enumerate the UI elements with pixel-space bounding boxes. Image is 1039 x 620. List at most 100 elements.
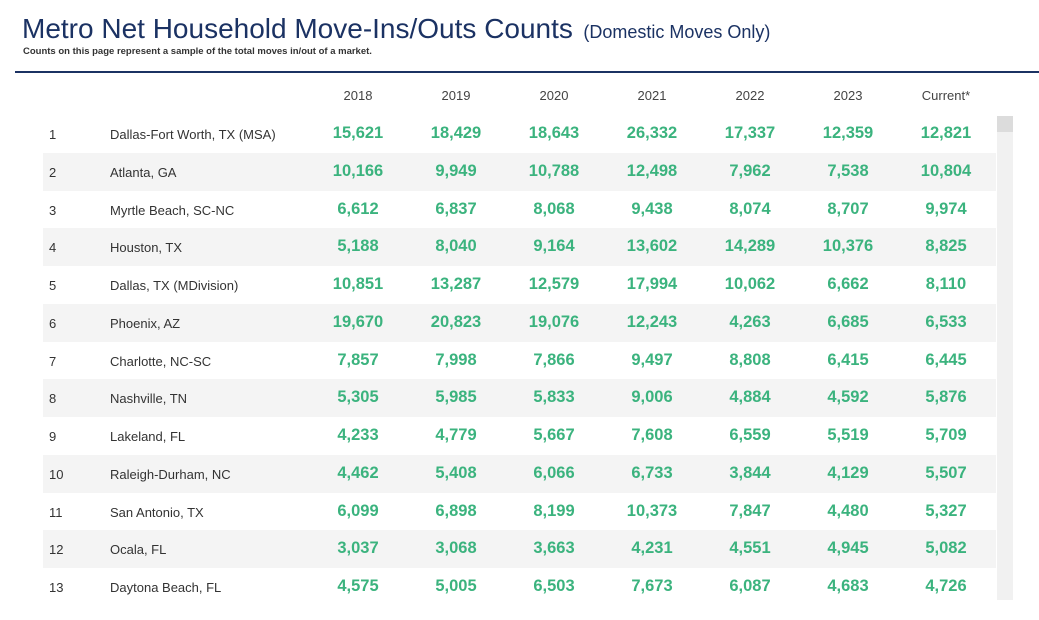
move-count-cell: 3,037 bbox=[337, 539, 379, 558]
table-row: 1 Dallas-Fort Worth, TX (MSA) 15,621 18,429… bbox=[43, 115, 996, 153]
metro-name: Lakeland, FL bbox=[110, 429, 186, 444]
metro-name: Raleigh-Durham, NC bbox=[110, 466, 231, 482]
table-row: 5 Dallas, TX (MDivision) 10,851 13,287 12,57… bbox=[43, 266, 996, 304]
move-count-cell: 10,373 bbox=[626, 501, 678, 520]
move-count-cell: 6,612 bbox=[337, 199, 379, 218]
move-count-cell: 6,415 bbox=[827, 350, 869, 369]
metro-name: Ocala, FL bbox=[110, 542, 167, 558]
move-count-cell: 4,779 bbox=[435, 426, 477, 444]
move-count-cell: 5,005 bbox=[435, 577, 477, 595]
move-count-cell: 4,726 bbox=[925, 577, 967, 595]
table-row: 2 Atlanta, GA 10,166 9,949 10,788 12,498 7,962… bbox=[43, 152, 996, 191]
move-count-cell: 6,533 bbox=[925, 312, 967, 331]
metro-name: Daytona Beach, FL bbox=[110, 580, 222, 595]
metro-name: Houston, TX bbox=[110, 240, 183, 256]
row-rank: 12 bbox=[49, 542, 64, 558]
move-count-cell: 4,233 bbox=[337, 426, 379, 444]
move-count-cell: 8,199 bbox=[533, 501, 575, 520]
move-count-cell: 5,833 bbox=[533, 388, 575, 407]
move-count-cell: 6,503 bbox=[533, 577, 575, 595]
row-rank: 11 bbox=[49, 504, 63, 520]
metro-name: Dallas, TX (MDivision) bbox=[110, 278, 239, 293]
row-rank: 3 bbox=[49, 202, 57, 218]
row-rank: 2 bbox=[49, 164, 57, 180]
move-count-cell: 15,621 bbox=[332, 124, 384, 142]
move-count-cell: 18,429 bbox=[430, 124, 482, 142]
move-count-cell: 6,733 bbox=[631, 463, 673, 482]
move-count-cell: 4,884 bbox=[729, 388, 771, 407]
move-count-cell: 9,497 bbox=[631, 350, 673, 369]
move-count-cell: 10,851 bbox=[332, 275, 384, 293]
move-count-cell: 6,559 bbox=[729, 426, 771, 444]
move-count-cell: 5,876 bbox=[925, 388, 967, 407]
move-count-cell: 13,602 bbox=[626, 237, 678, 256]
move-count-cell: 7,673 bbox=[631, 577, 673, 595]
table-row: 8 Nashville, TN 5,305 5,985 5,833 9,006 4,884 4… bbox=[43, 379, 996, 417]
table-row: 9 Lakeland, FL 4,233 4,779 5,667 7,608 6,559 5,… bbox=[43, 417, 996, 455]
move-count-cell: 5,305 bbox=[337, 388, 379, 407]
move-count-cell: 6,445 bbox=[925, 350, 967, 369]
row-rank: 13 bbox=[49, 580, 64, 595]
metro-name: Phoenix, AZ bbox=[110, 315, 181, 331]
column-header: 2021 bbox=[637, 88, 667, 103]
move-count-cell: 9,006 bbox=[631, 388, 673, 407]
move-count-cell: 5,188 bbox=[337, 237, 379, 256]
scrollbar-thumb[interactable] bbox=[997, 116, 1013, 132]
header-divider bbox=[15, 71, 1039, 73]
move-count-cell: 7,847 bbox=[729, 501, 771, 520]
move-count-cell: 10,804 bbox=[920, 161, 972, 180]
move-count-cell: 4,551 bbox=[729, 539, 771, 558]
moves-table: 1 Dallas-Fort Worth, TX (MSA) 15,621 18,429… bbox=[43, 115, 996, 606]
move-count-cell: 14,289 bbox=[724, 237, 776, 256]
move-count-cell: 12,579 bbox=[528, 275, 580, 293]
move-count-cell: 3,068 bbox=[435, 539, 477, 558]
move-count-cell: 3,663 bbox=[533, 539, 575, 558]
move-count-cell: 13,287 bbox=[430, 275, 482, 293]
move-count-cell: 7,962 bbox=[729, 161, 771, 180]
move-count-cell: 5,082 bbox=[925, 539, 967, 558]
sample-note: Counts on this page represent a sample o… bbox=[23, 46, 372, 57]
move-count-cell: 7,857 bbox=[337, 350, 379, 369]
row-rank: 7 bbox=[49, 353, 57, 369]
table-row: 6 Phoenix, AZ 19,670 20,823 19,076 12,243 4,26… bbox=[43, 303, 996, 342]
column-header: 2023 bbox=[833, 88, 863, 103]
table-row: 13 Daytona Beach, FL 4,575 5,005 6,503 7,673 6… bbox=[43, 568, 996, 606]
move-count-cell: 10,062 bbox=[724, 275, 776, 293]
scrollbar[interactable] bbox=[997, 116, 1013, 600]
table-row: 7 Charlotte, NC-SC 7,857 7,998 7,866 9,497 8,8… bbox=[43, 342, 996, 380]
move-count-cell: 20,823 bbox=[430, 312, 482, 331]
table-row: 3 Myrtle Beach, SC-NC 6,612 6,837 8,068 9,438… bbox=[43, 191, 996, 229]
move-count-cell: 6,837 bbox=[435, 199, 477, 218]
move-count-cell: 5,408 bbox=[435, 463, 477, 482]
move-count-cell: 4,592 bbox=[827, 388, 869, 407]
move-count-cell: 4,945 bbox=[827, 539, 869, 558]
move-count-cell: 19,076 bbox=[528, 312, 580, 331]
metro-name: Atlanta, GA bbox=[110, 164, 177, 180]
move-count-cell: 12,498 bbox=[626, 161, 678, 180]
column-header: 2022 bbox=[735, 88, 765, 103]
move-count-cell: 4,683 bbox=[827, 577, 869, 595]
move-count-cell: 5,519 bbox=[827, 426, 869, 444]
move-count-cell: 6,662 bbox=[827, 275, 869, 293]
move-count-cell: 4,129 bbox=[827, 463, 869, 482]
move-count-cell: 3,844 bbox=[729, 463, 771, 482]
metro-name: Myrtle Beach, SC-NC bbox=[110, 202, 235, 218]
metro-name: Nashville, TN bbox=[110, 391, 188, 407]
move-count-cell: 4,263 bbox=[729, 312, 771, 331]
move-count-cell: 8,110 bbox=[925, 275, 967, 293]
move-count-cell: 19,670 bbox=[332, 312, 384, 331]
move-count-cell: 8,707 bbox=[827, 199, 869, 218]
row-rank: 1 bbox=[49, 127, 57, 142]
move-count-cell: 9,438 bbox=[631, 199, 673, 218]
move-count-cell: 4,462 bbox=[337, 463, 379, 482]
move-count-cell: 12,821 bbox=[920, 124, 972, 142]
move-count-cell: 4,575 bbox=[337, 577, 379, 595]
column-header: 2018 bbox=[343, 88, 373, 103]
move-count-cell: 10,166 bbox=[332, 161, 384, 180]
row-rank: 9 bbox=[49, 429, 57, 444]
metro-name: San Antonio, TX bbox=[110, 504, 204, 520]
column-header: 2019 bbox=[441, 88, 471, 103]
move-count-cell: 4,231 bbox=[631, 539, 673, 558]
move-count-cell: 18,643 bbox=[528, 124, 580, 142]
move-count-cell: 8,068 bbox=[533, 199, 575, 218]
